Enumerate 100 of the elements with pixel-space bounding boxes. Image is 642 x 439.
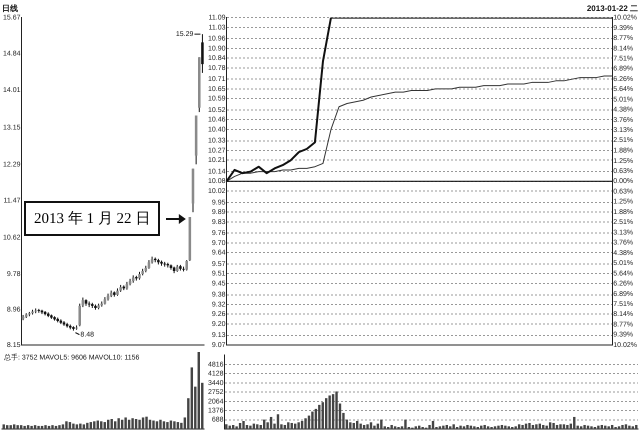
bar — [100, 421, 102, 429]
bar — [37, 426, 40, 429]
bar — [287, 422, 290, 429]
bar — [438, 426, 442, 429]
bar — [232, 424, 234, 429]
bar — [58, 425, 61, 429]
bar — [120, 420, 124, 429]
bar — [504, 426, 507, 429]
bar — [628, 426, 631, 429]
chart-title: 2013-01-22 二 — [586, 4, 638, 14]
bar — [545, 426, 548, 429]
bar — [418, 426, 420, 429]
bar — [290, 422, 293, 429]
bar — [117, 418, 120, 429]
bar — [198, 352, 200, 429]
bar — [394, 426, 396, 429]
bar — [225, 424, 228, 429]
bar — [518, 424, 520, 429]
bar — [90, 422, 92, 429]
bar — [68, 422, 72, 429]
bar — [65, 421, 68, 429]
bar — [624, 424, 628, 429]
bar — [318, 404, 321, 429]
bar — [608, 426, 610, 429]
bar — [514, 426, 517, 429]
bar — [483, 424, 486, 429]
bar — [508, 426, 510, 429]
bar — [449, 426, 452, 429]
bar — [586, 426, 590, 429]
bar — [300, 420, 304, 429]
bar — [20, 425, 22, 429]
bar — [535, 424, 538, 429]
bar — [79, 424, 82, 429]
bar — [228, 426, 231, 429]
bar — [173, 421, 176, 429]
bar — [110, 418, 113, 429]
bar — [359, 424, 362, 429]
bar — [30, 426, 33, 429]
bar — [124, 417, 127, 429]
bar — [82, 424, 86, 429]
bar — [552, 422, 555, 429]
bar — [380, 420, 383, 429]
bar — [256, 424, 259, 429]
bar — [548, 422, 552, 429]
bar — [600, 424, 604, 429]
bar — [332, 394, 334, 429]
bar — [325, 398, 328, 429]
bar — [542, 424, 544, 429]
bar — [366, 424, 369, 429]
bar — [311, 412, 314, 429]
bar — [618, 426, 620, 429]
bar — [270, 416, 272, 429]
bar — [176, 422, 180, 429]
bar — [134, 418, 138, 429]
bar — [170, 420, 172, 429]
bar — [562, 424, 566, 429]
bar — [573, 416, 576, 429]
bar — [131, 418, 134, 429]
bar — [442, 426, 445, 429]
bar — [597, 426, 600, 429]
bar — [249, 426, 252, 429]
bar — [9, 425, 12, 429]
bar — [610, 424, 614, 429]
bar — [12, 424, 16, 429]
bar — [138, 420, 141, 429]
bar — [356, 420, 358, 429]
bar — [452, 424, 455, 429]
bar — [159, 420, 162, 429]
bar — [44, 425, 47, 429]
bar — [96, 420, 99, 429]
bar — [322, 402, 324, 429]
bar — [2, 424, 5, 429]
bar — [72, 424, 75, 429]
bar — [104, 422, 106, 429]
bar — [40, 426, 44, 429]
bar — [107, 420, 110, 429]
bar — [373, 426, 376, 429]
bar — [297, 422, 300, 429]
bar — [486, 426, 490, 429]
bar — [414, 426, 417, 429]
bar — [376, 424, 380, 429]
bar — [114, 421, 116, 429]
bar — [235, 426, 238, 429]
bar — [632, 426, 634, 429]
bar — [390, 424, 393, 429]
bar — [446, 424, 448, 429]
bar — [62, 424, 64, 429]
bar — [459, 426, 462, 429]
candlestick — [185, 260, 188, 272]
bar — [500, 424, 504, 429]
bar — [580, 426, 582, 429]
bar — [521, 424, 524, 429]
bar — [6, 425, 8, 429]
bar — [635, 424, 638, 429]
bar — [23, 426, 26, 429]
bar — [473, 426, 476, 429]
bar — [166, 422, 169, 429]
bar — [604, 426, 606, 429]
bar — [284, 424, 286, 429]
bar — [362, 424, 366, 429]
